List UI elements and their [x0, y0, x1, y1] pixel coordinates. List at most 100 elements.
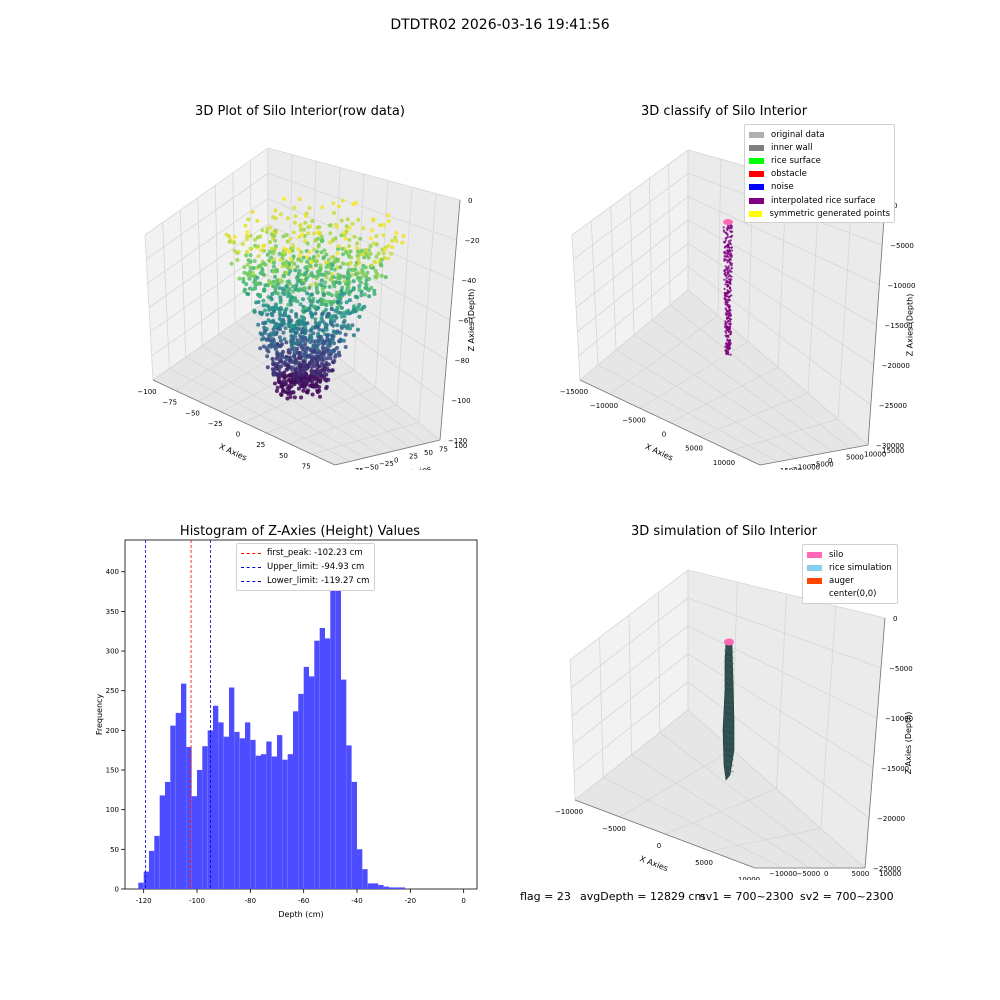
interpolated-rice-point [729, 235, 732, 238]
data-point [281, 261, 286, 266]
data-point [297, 197, 302, 202]
data-point [339, 324, 344, 329]
data-point [368, 236, 373, 241]
data-point [283, 382, 288, 387]
data-point [301, 281, 306, 286]
data-point [326, 299, 331, 304]
x-tick-label: 75 [302, 462, 311, 470]
interpolated-rice-point [727, 295, 730, 298]
data-point [363, 247, 368, 252]
data-point [313, 311, 318, 316]
data-point [250, 210, 255, 214]
data-point [308, 328, 313, 333]
data-point [319, 356, 323, 361]
data-point [335, 323, 340, 328]
data-point [287, 287, 292, 291]
data-point [273, 324, 278, 328]
grid-line [631, 754, 811, 869]
data-point [381, 251, 386, 256]
data-point [256, 235, 260, 240]
x-tick-label: 5000 [685, 445, 703, 453]
interpolated-rice-point [730, 267, 733, 270]
plot3-title: Histogram of Z-Axies (Height) Values [179, 524, 421, 539]
data-point [295, 264, 300, 269]
data-point [371, 218, 376, 223]
data-point [307, 206, 312, 210]
grid-line [202, 345, 381, 455]
z-tick-label: −60 [458, 317, 473, 325]
data-point [350, 323, 355, 328]
data-point [258, 281, 263, 286]
interpolated-rice-point [727, 343, 730, 346]
data-point [275, 354, 280, 359]
histogram-bar [149, 850, 155, 889]
interpolated-rice-point [728, 304, 731, 307]
y-tick-label: −5000 [810, 460, 834, 468]
z-tick-label: −80 [455, 357, 470, 365]
data-point [316, 350, 320, 355]
data-point [283, 313, 287, 318]
legend-item-obstacle: obstacle [749, 168, 890, 181]
data-point [303, 325, 308, 329]
data-point [291, 245, 296, 250]
legend-line [241, 566, 261, 568]
data-point [241, 276, 246, 281]
data-point [263, 283, 268, 288]
data-point [257, 264, 261, 269]
data-point [324, 386, 329, 391]
data-point [287, 377, 292, 382]
data-point [232, 234, 237, 239]
surface-mesh-line [723, 709, 735, 713]
data-point [299, 395, 304, 400]
data-point [273, 228, 278, 233]
interpolated-rice-point [728, 299, 731, 302]
data-point [327, 264, 332, 269]
data-point [271, 264, 276, 269]
data-point [246, 217, 251, 222]
x-tick-label: −25 [208, 420, 223, 428]
x-axis-label: Depth (cm) [278, 910, 323, 919]
data-point [324, 327, 329, 332]
interpolated-rice-point [730, 275, 733, 278]
data-point [245, 271, 249, 276]
y-tick-label: 75 [439, 446, 448, 454]
data-point [328, 320, 333, 325]
data-point [266, 349, 271, 354]
data-point [352, 304, 356, 309]
data-point [299, 377, 304, 382]
interpolated-rice-point [726, 321, 729, 324]
legend-item-lower-limit: Lower_limit: -119.27 cm [241, 574, 369, 588]
footer-avg-depth: avgDepth = 12829 cm [580, 890, 706, 903]
interpolated-rice-point [730, 294, 733, 297]
data-point [394, 239, 399, 244]
x-tick-label: 0 [236, 431, 240, 439]
data-point [278, 327, 283, 332]
data-point [401, 233, 406, 238]
data-point [285, 239, 290, 244]
data-point [316, 253, 321, 258]
surface-mesh-line [723, 655, 735, 659]
data-point [314, 258, 319, 263]
interpolated-rice-point [730, 246, 733, 249]
grid-line [669, 304, 851, 449]
data-point [284, 374, 289, 379]
legend-swatch [749, 144, 764, 151]
data-point [282, 274, 287, 279]
histogram-bar [399, 887, 405, 889]
data-point [318, 379, 323, 383]
silo-top-marker [723, 219, 733, 225]
data-point [334, 224, 339, 229]
interpolated-rice-point [727, 267, 730, 270]
interpolated-rice-point [730, 249, 734, 252]
data-point [356, 307, 360, 312]
histogram-bar [138, 882, 144, 889]
data-point [311, 304, 316, 309]
data-point [381, 223, 386, 227]
interpolated-rice-point [722, 226, 725, 229]
data-point [298, 355, 302, 360]
data-point [323, 302, 328, 307]
data-point [293, 371, 298, 376]
data-point [277, 251, 282, 256]
grid-line [572, 653, 874, 769]
data-point [379, 273, 384, 278]
